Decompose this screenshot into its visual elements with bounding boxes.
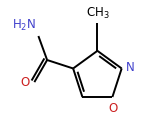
Text: O: O — [21, 76, 30, 89]
Text: H$_2$N: H$_2$N — [12, 18, 37, 33]
Text: O: O — [109, 102, 118, 115]
Text: N: N — [126, 61, 134, 74]
Text: CH$_3$: CH$_3$ — [87, 6, 110, 21]
